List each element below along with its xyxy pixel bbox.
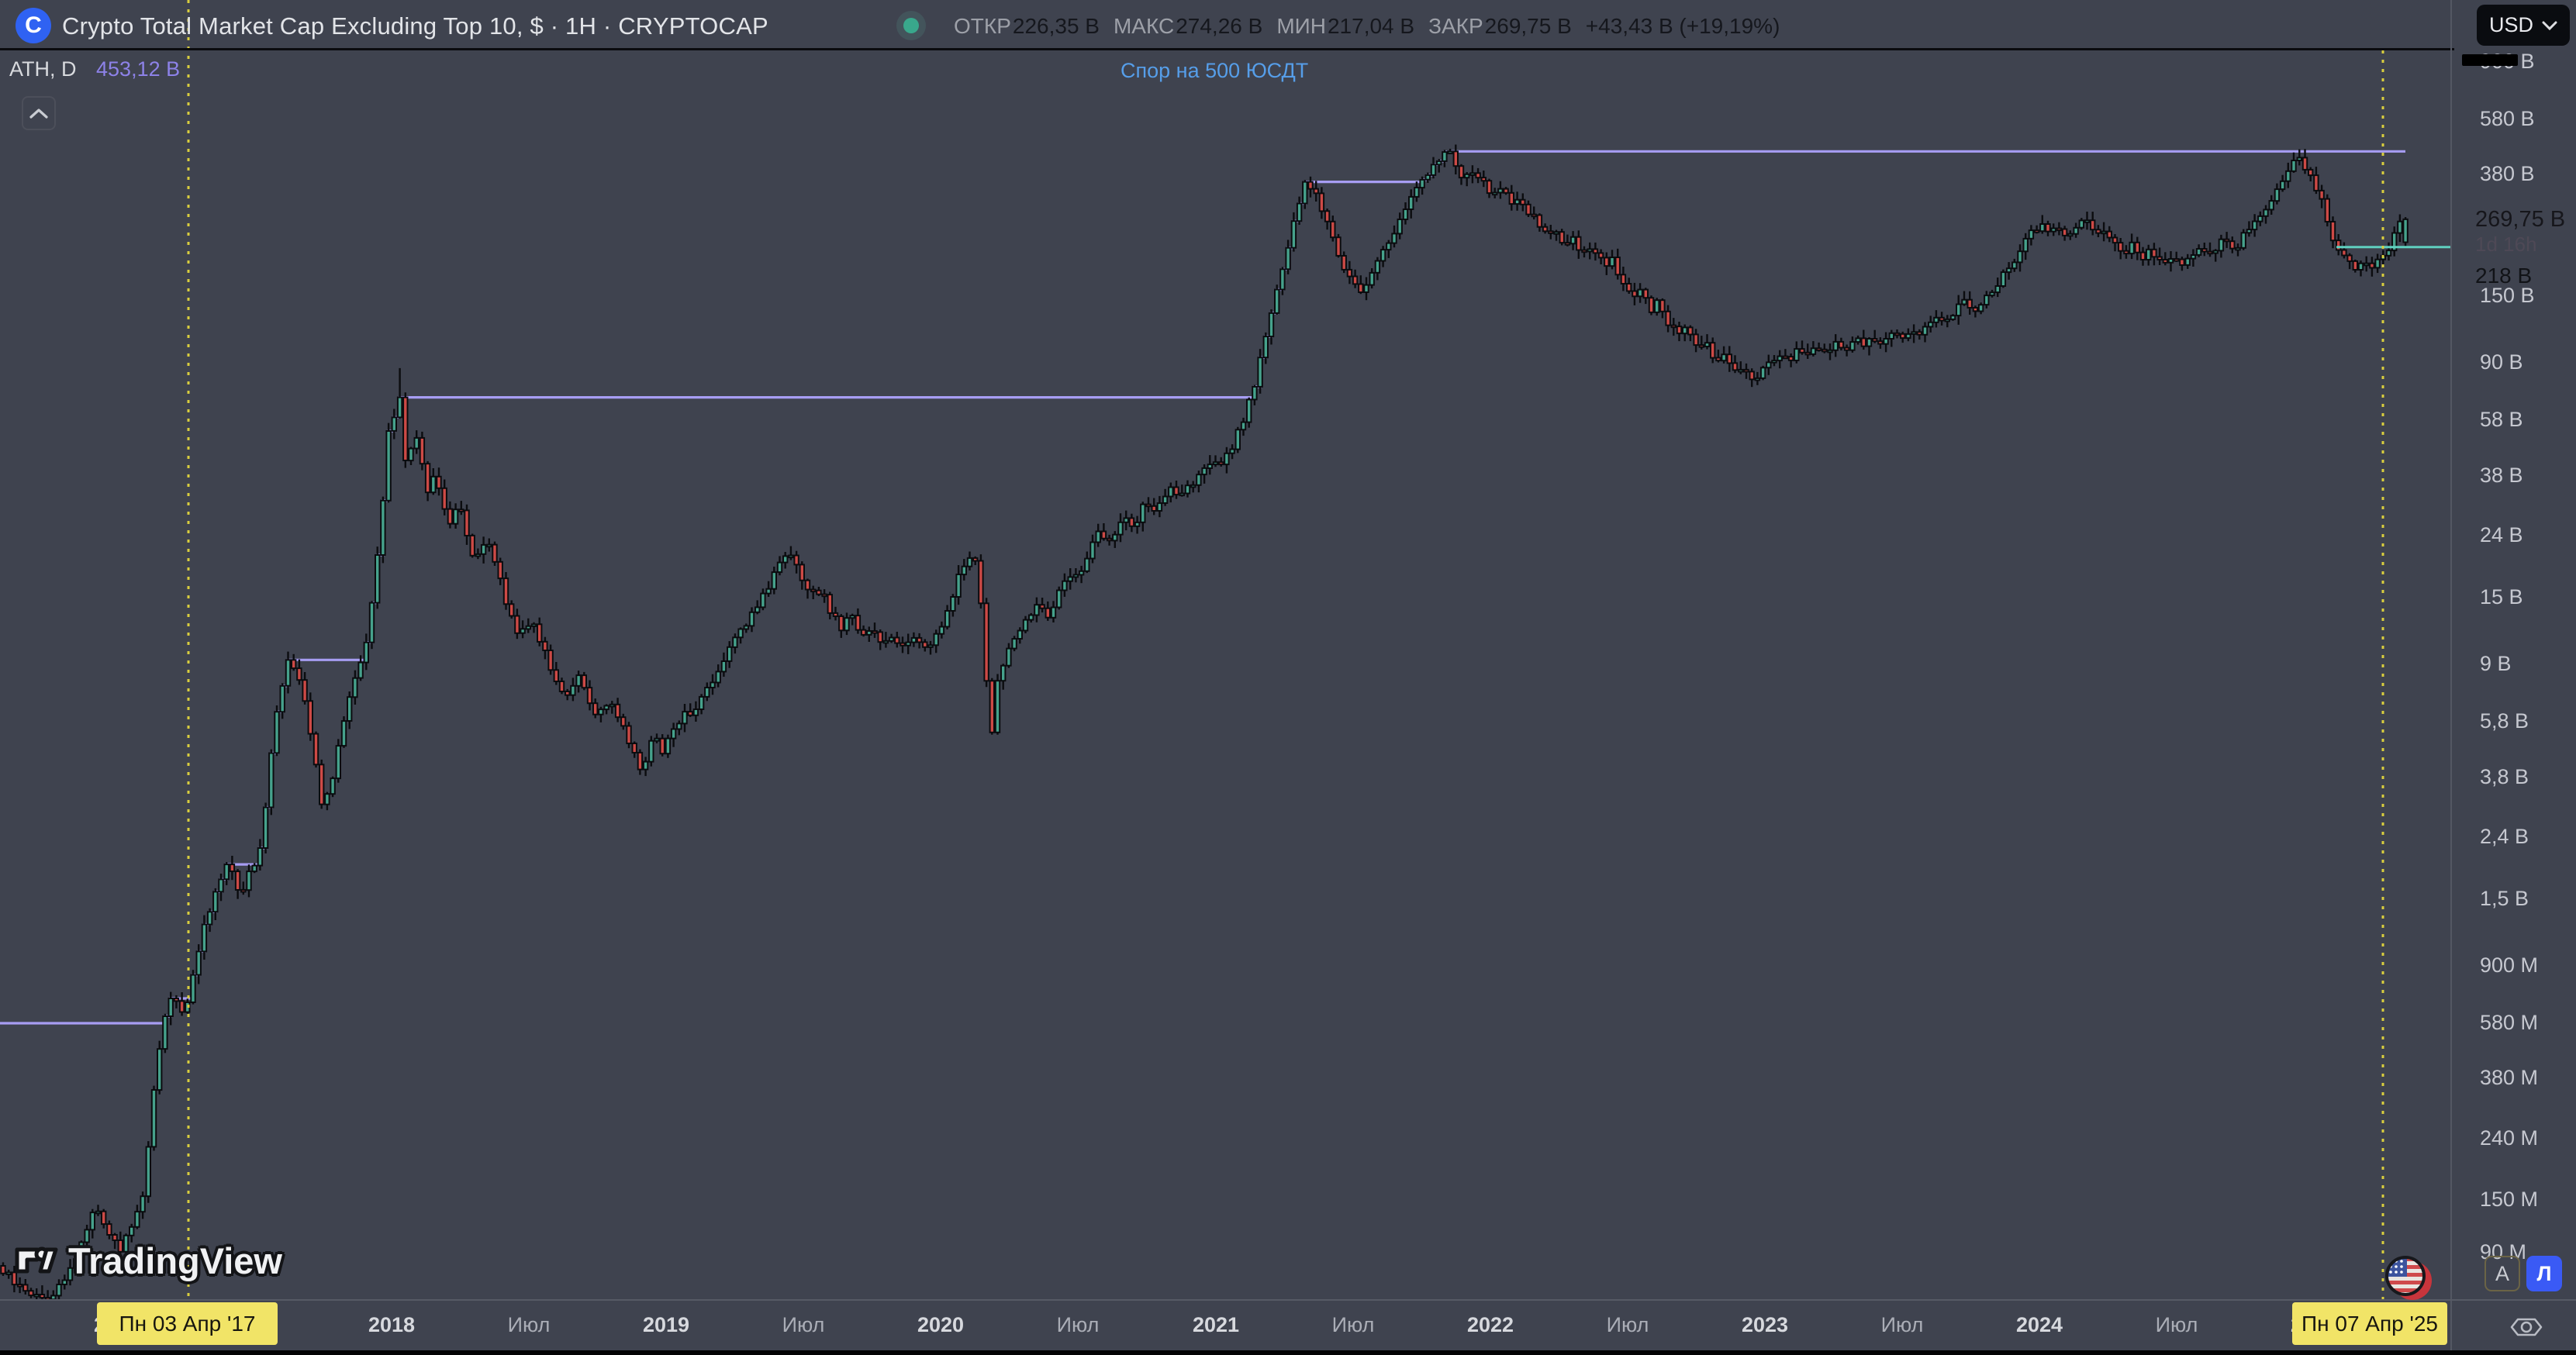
candlestick-chart[interactable] — [0, 0, 2450, 1299]
tradingview-watermark: TradingView — [12, 1237, 282, 1284]
price-scale-label: 24 B — [2480, 523, 2523, 546]
timezone-settings-button[interactable] — [2509, 1310, 2543, 1344]
symbol-title[interactable]: Crypto Total Market Cap Excluding Top 10… — [62, 12, 768, 40]
market-status-icon[interactable] — [896, 11, 926, 40]
close-value: 269,75 B — [1484, 14, 1572, 38]
close-label: ЗАКР — [1428, 14, 1483, 38]
price-scale-label: 5,8 B — [2480, 709, 2529, 733]
price-scale-label: 380 B — [2480, 162, 2535, 185]
price-scale-label: 900 M — [2480, 953, 2539, 977]
price-scale-label: 58 B — [2480, 408, 2523, 431]
price-scale-label: 580 M — [2480, 1011, 2539, 1034]
currency-label: USD — [2489, 13, 2534, 36]
low-label: МИН — [1276, 14, 1326, 38]
high-label: МАКС — [1113, 14, 1175, 38]
collapse-panel-button[interactable] — [22, 96, 56, 130]
indicator-value: 453,12 B — [96, 57, 181, 81]
price-scale-label: 580 B — [2480, 107, 2535, 130]
range-end-date-badge[interactable]: Пн 07 Апр '25 — [2292, 1302, 2447, 1345]
chevron-up-icon — [29, 109, 48, 119]
cryptocap-logo: C — [16, 8, 51, 43]
price-level-badge: 218 B — [2475, 263, 2533, 288]
price-scale-label: 15 B — [2480, 585, 2523, 609]
price-scale-label: 90 B — [2480, 350, 2523, 374]
indicator-name[interactable]: ATH, D — [9, 57, 77, 81]
price-scale-label: 38 B — [2480, 464, 2523, 487]
ohlc-row: ОТКР226,35 B МАКС274,26 B МИН217,04 B ЗАКР2… — [954, 14, 1780, 39]
currency-selector[interactable]: USD — [2477, 5, 2570, 46]
overlay-note-link[interactable]: Спор на 500 ЮСДТ — [1121, 59, 1309, 82]
last-price-value: 269,75 B — [2475, 207, 2566, 233]
header-divider — [0, 48, 2454, 50]
time-axis-divider — [0, 1299, 2576, 1301]
range-start-date-badge[interactable]: Пн 03 Апр '17 — [97, 1302, 278, 1345]
price-scale-label: 240 M — [2480, 1126, 2539, 1150]
time-scale-label: Июл — [1606, 1313, 1649, 1336]
time-scale-label: 2023 — [1741, 1313, 1789, 1336]
low-value: 217,04 B — [1327, 14, 1415, 38]
price-scale-label: 150 M — [2480, 1188, 2539, 1211]
price-scale-label: 2,4 B — [2480, 825, 2529, 848]
time-scale-label: Июл — [1056, 1313, 1100, 1336]
change-value: +43,43 B (+19,19%) — [1585, 14, 1780, 38]
time-scale-label: Июл — [782, 1313, 825, 1336]
high-value: 274,26 B — [1176, 14, 1263, 38]
tradingview-logo-icon — [15, 1246, 58, 1274]
time-scale-label: 2019 — [642, 1313, 690, 1336]
us-flag-icon[interactable] — [2379, 1251, 2438, 1305]
watermark-brand: TradingView — [68, 1239, 282, 1281]
indicator-row: ATH, D 453,12 B — [9, 57, 180, 81]
redaction-bar — [2462, 54, 2518, 66]
time-scale-label: 2024 — [2015, 1313, 2063, 1336]
time-scale-label: Июл — [1331, 1313, 1375, 1336]
time-scale-label: 2021 — [1192, 1313, 1240, 1336]
auto-scale-button[interactable]: А — [2484, 1256, 2520, 1291]
bottom-edge — [0, 1350, 2576, 1355]
price-scale-label: 9 B — [2480, 652, 2512, 675]
time-scale-label: Июл — [507, 1313, 551, 1336]
open-label: ОТКР — [954, 14, 1011, 38]
time-scale-label: 2018 — [368, 1313, 416, 1336]
price-scale-label: 1,5 B — [2480, 887, 2529, 910]
time-scale-label: Июл — [2155, 1313, 2198, 1336]
price-scale-label: 380 M — [2480, 1066, 2539, 1089]
green-dot-icon — [903, 18, 919, 33]
time-scale-label: 2022 — [1466, 1313, 1514, 1336]
open-value: 226,35 B — [1012, 14, 1100, 38]
last-price-badge: 269,75 B 1d 16h — [2460, 204, 2576, 260]
bar-countdown: 1d 16h — [2475, 232, 2537, 256]
time-scale-label: Июл — [1880, 1313, 1924, 1336]
price-scale-label: 3,8 B — [2480, 765, 2529, 788]
log-scale-button[interactable]: Л — [2526, 1256, 2562, 1291]
settings-hexagon-icon — [2510, 1318, 2543, 1336]
chevron-down-icon — [2542, 21, 2557, 30]
time-scale-label: 2020 — [917, 1313, 965, 1336]
price-scale-label: 150 B — [2480, 284, 2535, 307]
